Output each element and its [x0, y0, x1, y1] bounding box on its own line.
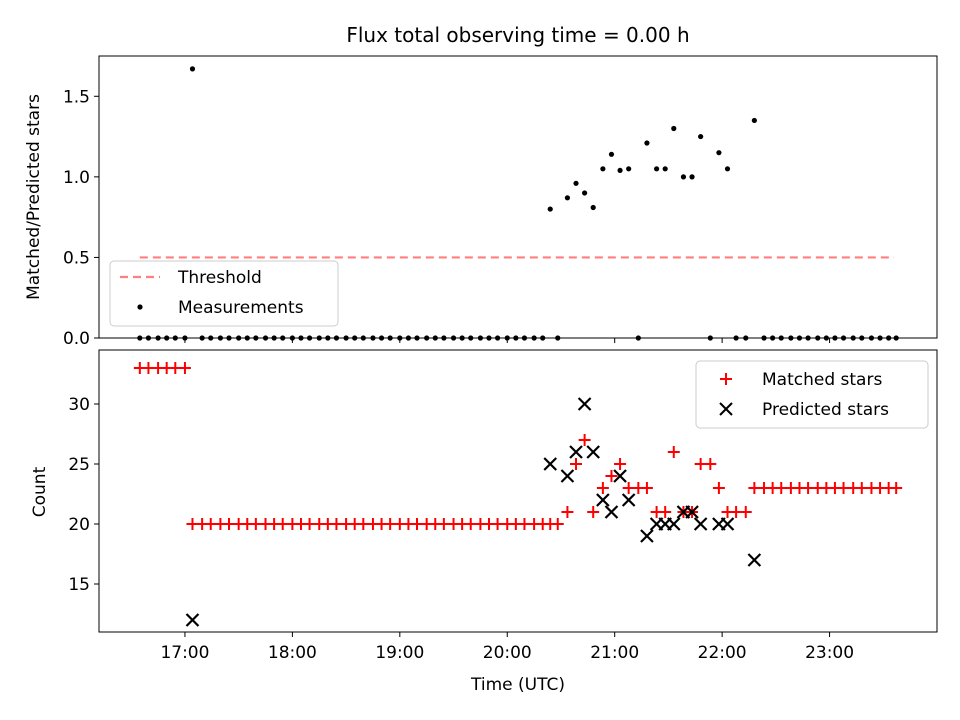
bottom-axes-frame	[98, 349, 938, 633]
bottom-panel-axes: 17:00 18:00 19:00 20:00 21:00 22:00 23:00 15 20 2…	[68, 349, 938, 663]
matched-star-point-50	[578, 434, 591, 446]
measurement-point-6	[189, 66, 196, 72]
top-panel-axes: 0.0 0.5 1.0 1.5	[63, 55, 938, 349]
matched-star-point-64	[704, 458, 717, 470]
predicted-star-point-1	[543, 457, 558, 471]
measurement-point-55	[626, 166, 632, 172]
measurement-point-60	[671, 125, 677, 132]
measurement-point-48	[564, 195, 571, 201]
measurement-point-49	[573, 180, 579, 186]
bottom-panel-ylabel: Count	[30, 466, 50, 517]
predicted-star-point-8	[613, 469, 627, 483]
predicted-star-point-15	[685, 505, 699, 519]
legend-threshold-label: Threshold	[177, 268, 262, 288]
bottom-ytick-label-0: 15	[68, 575, 90, 595]
matched-star-point-47	[551, 518, 564, 530]
predicted-star-point-7	[604, 505, 619, 519]
matched-star-point-85	[890, 482, 903, 494]
bottom-xtick-label-5: 22:00	[698, 643, 747, 663]
measurement-point-63	[698, 133, 704, 140]
predicted-star-point-9	[621, 493, 636, 507]
measurement-point-69	[751, 117, 757, 124]
bottom-xtick-label-2: 19:00	[375, 643, 424, 663]
matched-star-point-5	[178, 362, 191, 374]
matched-star-point-68	[739, 506, 752, 518]
top-ytick-label-0: 0.0	[63, 329, 90, 349]
bottom-xtick-label-6: 23:00	[805, 643, 854, 663]
predicted-star-point-5	[586, 445, 600, 459]
top-panel-ylabel: Matched/Predicted stars	[24, 94, 44, 300]
legend-measurements-label: Measurements	[178, 298, 304, 318]
top-legend: Threshold Measurements	[109, 260, 339, 327]
measurement-point-53	[608, 151, 615, 157]
matched-star-point-53	[605, 470, 618, 482]
matched-star-point-60	[667, 446, 680, 458]
top-legend-frame	[109, 260, 339, 327]
bottom-xtick-label-3: 20:00	[483, 643, 532, 663]
measurement-point-50	[582, 190, 588, 196]
matched-star-point-48	[561, 506, 574, 518]
legend-measurements-swatch	[137, 304, 143, 310]
bottom-panel-xlabel: Time (UTC)	[470, 675, 565, 695]
bottom-legend: Matched stars Predicted stars	[695, 360, 929, 429]
bottom-ytick-label-3: 30	[68, 395, 90, 415]
measurement-point-46	[547, 206, 553, 212]
top-ytick-label-2: 1.0	[63, 168, 90, 188]
bottom-xtick-label-4: 21:00	[590, 643, 639, 663]
measurement-point-62	[689, 174, 695, 180]
matched-star-point-51	[587, 506, 600, 518]
bottom-xtick-label-1: 18:00	[268, 643, 317, 663]
matched-star-point-59	[659, 506, 672, 518]
legend-matched-swatch	[720, 373, 732, 385]
bottom-legend-frame	[695, 360, 929, 429]
measurement-point-58	[653, 166, 660, 172]
matched-star-point-52	[596, 482, 609, 494]
matched-star-point-57	[640, 482, 653, 494]
measurement-point-65	[716, 150, 722, 156]
bottom-ytick-label-1: 20	[68, 515, 90, 535]
predicted-star-point-10	[640, 529, 654, 543]
predicted-star-point-19	[747, 553, 762, 567]
top-panel-title: Flux total observing time = 0.00 h	[346, 23, 689, 47]
predicted-star-point-4	[577, 397, 592, 411]
predicted-star-point-2	[560, 469, 575, 483]
legend-predicted-swatch	[719, 402, 733, 416]
bottom-xtick-label-0: 17:00	[160, 643, 209, 663]
measurement-point-66	[724, 166, 731, 172]
measurement-point-51	[590, 204, 596, 211]
predicted-star-point-16	[693, 517, 708, 531]
measurement-point-52	[600, 166, 606, 172]
matched-star-point-65	[712, 482, 725, 494]
top-ytick-label-1: 0.5	[63, 248, 90, 268]
predicted-star-point-3	[569, 445, 583, 459]
matched-star-point-49	[570, 458, 583, 470]
top-axes-frame	[98, 55, 938, 339]
predicted-star-point-13	[667, 517, 681, 531]
measurement-point-54	[617, 167, 623, 174]
predicted-star-point-6	[596, 493, 610, 507]
matched-star-point-54	[614, 458, 627, 470]
bottom-ytick-label-2: 25	[68, 455, 90, 475]
measurement-point-59	[662, 166, 668, 172]
measurement-point-61	[680, 174, 687, 180]
legend-predicted-label: Predicted stars	[762, 400, 889, 420]
measurement-point-57	[644, 140, 650, 146]
predicted-star-point-0	[185, 613, 200, 627]
top-ytick-label-3: 1.5	[63, 87, 90, 107]
predicted-star-point-18	[720, 517, 735, 531]
legend-matched-label: Matched stars	[762, 370, 882, 390]
